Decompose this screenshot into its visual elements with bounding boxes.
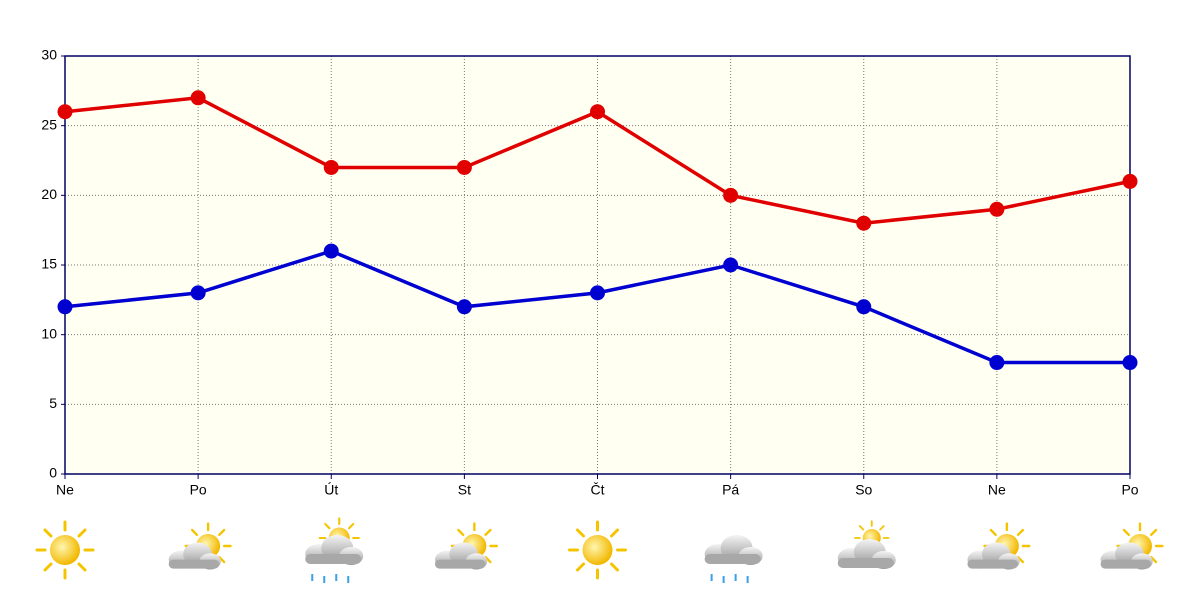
- weather-icon: [434, 522, 498, 570]
- data-point: [989, 355, 1005, 371]
- data-point: [323, 159, 339, 175]
- data-point: [856, 299, 872, 315]
- x-tick-label: Po: [190, 482, 207, 498]
- weather-icon: [1100, 522, 1164, 570]
- weather-icon: [704, 535, 763, 583]
- data-point: [456, 299, 472, 315]
- y-tick-label: 15: [41, 256, 57, 272]
- y-tick-label: 30: [41, 47, 57, 63]
- weather-icon: [967, 522, 1031, 570]
- data-point: [723, 187, 739, 203]
- data-point: [590, 285, 605, 301]
- weather-icon: [568, 520, 627, 580]
- cloud: [305, 535, 364, 565]
- y-tick-label: 0: [49, 465, 57, 481]
- data-point: [456, 159, 472, 175]
- y-tick-label: 20: [41, 186, 57, 202]
- x-tick-label: Út: [324, 482, 338, 498]
- data-point: [989, 201, 1005, 217]
- x-tick-label: Po: [1121, 482, 1138, 498]
- x-tick-label: Pá: [722, 482, 739, 498]
- data-point: [57, 299, 73, 315]
- sun: [35, 520, 95, 580]
- x-tick-label: Ne: [988, 482, 1006, 498]
- data-point: [57, 104, 73, 120]
- data-point: [1122, 173, 1138, 189]
- weather-icon: [305, 517, 364, 583]
- x-tick-label: So: [855, 482, 872, 498]
- cloud: [704, 535, 763, 565]
- data-point: [856, 215, 872, 231]
- plot-frame: [64, 55, 1131, 475]
- data-point: [323, 243, 339, 259]
- weather-icons: [35, 517, 1164, 583]
- data-point: [590, 104, 605, 120]
- data-point: [723, 257, 739, 273]
- data-point: [1122, 355, 1138, 371]
- x-tick-label: Ne: [56, 482, 74, 498]
- drops: [311, 574, 350, 583]
- data-point: [190, 90, 206, 106]
- y-tick-label: 10: [41, 325, 57, 341]
- drops: [710, 574, 749, 583]
- y-tick-label: 5: [49, 395, 57, 411]
- weather-icon: [35, 520, 95, 580]
- data-point: [190, 285, 206, 301]
- y-tick-label: 25: [41, 116, 57, 132]
- x-tick-label: Čt: [591, 482, 605, 498]
- x-tick-label: St: [458, 482, 471, 498]
- cloud: [837, 539, 896, 569]
- weather-icon: [168, 522, 232, 570]
- weather-icon: [837, 520, 896, 569]
- sun: [568, 520, 627, 580]
